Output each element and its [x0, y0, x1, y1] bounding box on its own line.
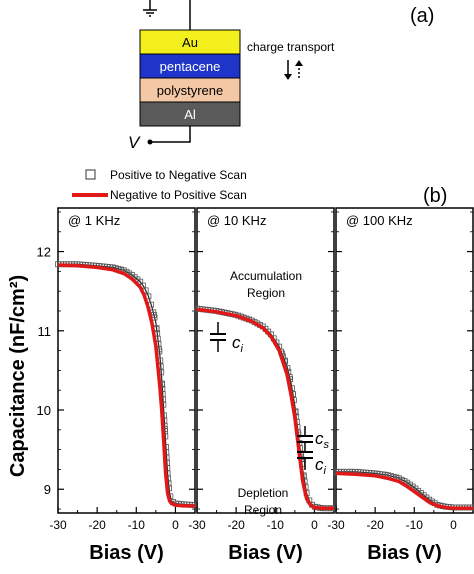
- x-tick-label: 0: [172, 518, 179, 532]
- panel-frame: [57, 207, 196, 514]
- x-tick-label: -10: [267, 518, 285, 532]
- y-tick-label: 11: [38, 324, 52, 339]
- panel-title: @ 1 KHz: [68, 213, 120, 228]
- series-negative-to-positive-line: [335, 471, 473, 510]
- x-tick-label: -10: [128, 518, 146, 532]
- legend-item-positive-to-negative: Positive to Negative Scan: [110, 168, 247, 182]
- capacitor-cs-ci-icon: [297, 426, 313, 470]
- charge-transport-arrows-icon: [284, 60, 303, 80]
- legend-marker-square: [85, 169, 96, 180]
- panel-a-label: (a): [410, 5, 434, 27]
- series-positive-to-negative-line: [58, 263, 196, 506]
- bottom-wire: [150, 126, 191, 143]
- x-tick-label: 0: [311, 518, 318, 532]
- voltage-label: V: [128, 133, 141, 152]
- x-tick-label: 0: [450, 518, 457, 532]
- series-negative-to-positive-line: [196, 307, 334, 510]
- chart-area: -30 -20 -10 0 @ 1 KHz Bias (V) -30 -20 -10 0 @ 10 …: [37, 207, 474, 564]
- y-tick-label: 9: [44, 482, 51, 497]
- y-axis-title: Capacitance (nF/cm²): [7, 275, 29, 477]
- panel-frame: [335, 207, 474, 514]
- ground-icon: [143, 9, 157, 17]
- charge-transport-label: charge transport: [247, 40, 335, 54]
- series-negative-to-positive-line: [57, 263, 195, 508]
- panel-title: @ 10 KHz: [207, 213, 266, 228]
- layer-al: [139, 101, 241, 127]
- layer-au-label: Au: [182, 35, 198, 50]
- chart-panel-1: -30 -20 -10 0 @ 1 KHz Bias (V): [49, 207, 198, 564]
- depletion-label-line1: Depletion: [238, 486, 289, 500]
- series-positive-to-negative-line: [196, 308, 334, 509]
- ci-symbol-label: ci: [232, 333, 244, 355]
- y-tick-label: 10: [37, 403, 51, 418]
- layer-polystyrene-label: polystyrene: [157, 83, 223, 98]
- x-tick-label: -10: [406, 518, 424, 532]
- cs-symbol-label: cs: [315, 429, 330, 451]
- x-tick-label: -20: [227, 518, 245, 532]
- accumulation-label-line2: Region: [247, 286, 285, 300]
- x-tick-label: -20: [88, 518, 106, 532]
- x-tick-label: -20: [366, 518, 384, 532]
- y-tick-label: 12: [37, 245, 51, 260]
- x-tick-label: -30: [188, 518, 206, 532]
- x-axis-title: Bias (V): [89, 542, 163, 564]
- layer-al-label: Al: [184, 107, 196, 122]
- x-axis-title: Bias (V): [367, 542, 441, 564]
- capacitor-ci-icon: [210, 322, 226, 352]
- panel-b-label: (b): [423, 185, 447, 207]
- layer-polystyrene: [139, 77, 241, 103]
- depletion-label-line2: Region: [244, 503, 282, 517]
- layer-pentacene-label: pentacene: [160, 59, 221, 74]
- x-tick-label: -30: [327, 518, 345, 532]
- device-schematic: Au pentacene polystyrene Al V charge tra…: [128, 0, 434, 152]
- legend-item-negative-to-positive: Negative to Positive Scan: [110, 188, 247, 202]
- x-axis-title: Bias (V): [228, 542, 302, 564]
- x-tick-label: -30: [49, 518, 67, 532]
- layer-au: [139, 29, 241, 55]
- ci-series-symbol-label: ci: [315, 455, 327, 477]
- legend: Positive to Negative Scan Negative to Po…: [72, 168, 247, 202]
- panel-title: @ 100 KHz: [346, 213, 413, 228]
- accumulation-label-line1: Accumulation: [230, 269, 302, 283]
- voltage-terminal: [147, 139, 153, 145]
- chart-panel-2: -30 -20 -10 0 @ 10 KHz Bias (V): [188, 207, 337, 564]
- panel-frame: [196, 207, 335, 514]
- chart-panel-3: -30 -20 -10 0 @ 100 KHz Bias (V): [327, 207, 474, 564]
